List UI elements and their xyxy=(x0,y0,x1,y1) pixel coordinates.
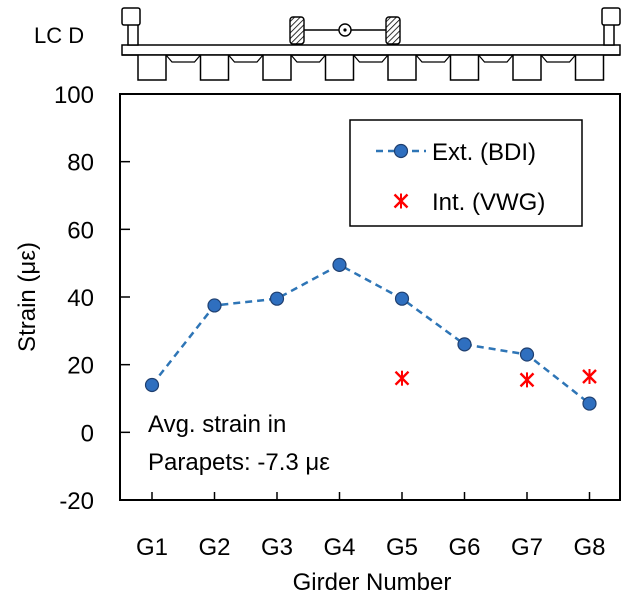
legend: Ext. (BDI) Int. (VWG) xyxy=(349,119,583,227)
y-tick-label: 60 xyxy=(67,217,94,244)
data-point-ext-g6 xyxy=(457,337,472,352)
x-tick-label: G1 xyxy=(136,534,168,561)
bridge-cross-section-diagram xyxy=(121,7,621,81)
series-line-ext xyxy=(151,263,591,405)
x-tick-label: G8 xyxy=(573,534,605,561)
x-tick-label: G4 xyxy=(323,534,355,561)
x-tick-label: G5 xyxy=(386,534,418,561)
data-point-int-g8 xyxy=(582,369,597,385)
truck-wheel-left xyxy=(289,16,305,45)
annotation-line-2: Parapets: -7.3 με xyxy=(148,449,330,476)
y-tick-label: 40 xyxy=(67,285,94,312)
annotation-line-1: Avg. strain in xyxy=(148,411,286,438)
y-tick-label: 80 xyxy=(67,150,94,177)
y-tick-label: -20 xyxy=(59,488,94,515)
x-tick-label: G6 xyxy=(448,534,480,561)
legend-marker-ext xyxy=(393,143,409,159)
data-point-ext-g5 xyxy=(394,291,410,306)
data-point-ext-g8 xyxy=(582,396,597,411)
x-tick-label: G7 xyxy=(511,534,543,561)
load-case-label: LC D xyxy=(34,23,84,48)
y-tick-label: 100 xyxy=(54,82,94,109)
truck-wheel-right xyxy=(385,16,401,45)
y-tick-label: 20 xyxy=(67,353,94,380)
series-layer xyxy=(144,257,597,411)
data-point-ext-g1 xyxy=(144,377,160,393)
legend-label-int: Int. (VWG) xyxy=(432,189,545,216)
y-axis: -20 0 20 40 60 80 100 xyxy=(54,82,130,515)
legend-marker-int xyxy=(393,193,409,209)
legend-box xyxy=(349,119,583,227)
legend-star-icon xyxy=(393,193,409,209)
legend-label-ext: Ext. (BDI) xyxy=(432,139,536,166)
data-point-int-g7 xyxy=(519,372,535,388)
y-axis-label: Strain (με) xyxy=(14,242,41,352)
x-axis-label: Girder Number xyxy=(293,569,452,596)
data-point-ext-g4 xyxy=(332,257,347,272)
data-point-ext-g3 xyxy=(269,291,285,306)
x-axis: G1 G2 G3 G4 G5 G6 G7 G8 xyxy=(136,492,606,561)
data-point-ext-g2 xyxy=(207,298,222,313)
data-point-int-g5 xyxy=(394,370,410,386)
y-tick-label: 0 xyxy=(81,420,94,447)
x-tick-label: G3 xyxy=(261,534,293,561)
data-point-ext-g7 xyxy=(519,347,535,362)
x-tick-label: G2 xyxy=(198,534,230,561)
